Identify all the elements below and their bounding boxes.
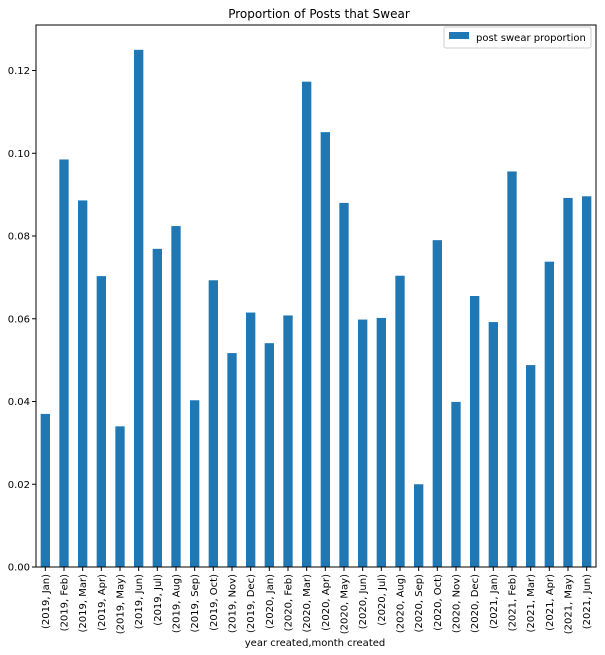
y-tick-label: 0.06 <box>8 314 30 325</box>
y-tick-label: 0.12 <box>8 66 30 77</box>
x-tick-label: (2021, Apr) <box>545 574 556 631</box>
bar <box>227 353 237 567</box>
x-tick-label: (2021, Jan) <box>489 574 500 629</box>
x-tick-label: (2020, Aug) <box>396 574 407 633</box>
bar <box>208 280 218 567</box>
x-tick-label: (2019, Dec) <box>246 574 257 633</box>
bar <box>59 159 69 567</box>
bar <box>152 248 162 567</box>
bar <box>544 261 554 567</box>
x-tick-label: (2021, Jun) <box>582 574 593 629</box>
bar <box>470 296 480 567</box>
x-tick-label: (2019, Mar) <box>78 574 89 633</box>
x-tick-label: (2020, Sep) <box>414 574 425 633</box>
x-tick-label: (2020, Apr) <box>321 574 332 631</box>
legend-box <box>443 26 592 49</box>
bar <box>115 426 125 567</box>
x-tick-label: (2019, Oct) <box>209 574 220 631</box>
legend: post swear proportion <box>443 26 592 49</box>
x-tick-label: (2019, Jul) <box>153 574 164 626</box>
bar <box>302 81 312 568</box>
x-tick-label: (2019, Apr) <box>97 574 108 631</box>
x-tick-label: (2020, Mar) <box>302 574 313 633</box>
y-axis: 0.00 0.02 0.04 0.06 0.08 0.10 0.12 <box>8 66 36 574</box>
bar <box>283 315 293 567</box>
x-tick-label: (2021, May) <box>564 574 575 634</box>
bar <box>488 322 498 567</box>
chart-title: Proportion of Posts that Swear <box>228 7 410 21</box>
plot-area <box>36 25 596 567</box>
bar <box>451 401 461 567</box>
bar <box>526 365 536 567</box>
y-tick-label: 0.02 <box>8 480 30 491</box>
bar <box>134 49 144 567</box>
bar <box>414 484 424 567</box>
plot-spines <box>35 24 597 568</box>
bar <box>358 319 368 567</box>
x-tick-label: (2021, Feb) <box>508 574 519 631</box>
y-tick-label: 0.00 <box>8 563 30 574</box>
bars-layer <box>40 49 592 568</box>
x-tick-label: (2019, Jun) <box>134 574 145 629</box>
bar <box>320 132 330 567</box>
plot-frame <box>35 24 597 568</box>
x-axis: (2019, Jan) (2019, Feb) (2019, Mar) (2019, … <box>41 567 593 634</box>
bar <box>507 171 517 567</box>
legend-label: post swear proportion <box>476 33 586 44</box>
bar <box>78 200 88 567</box>
x-tick-label: (2019, Sep) <box>190 574 201 633</box>
bar <box>246 312 256 567</box>
x-tick-label: (2019, Jan) <box>41 574 52 629</box>
bar <box>40 413 50 567</box>
bar <box>432 240 442 567</box>
y-tick-label: 0.10 <box>8 149 30 160</box>
x-tick-label: (2020, Feb) <box>284 574 295 631</box>
bar <box>395 275 405 567</box>
x-tick-label: (2019, Nov) <box>228 574 239 633</box>
x-tick-label: (2020, Jul) <box>377 574 388 626</box>
x-axis-label: year created,month created <box>245 638 385 649</box>
x-tick-label: (2020, Jun) <box>358 574 369 629</box>
bar <box>190 400 200 567</box>
x-tick-label: (2021, Mar) <box>526 574 537 633</box>
x-tick-label: (2019, Feb) <box>60 574 71 631</box>
bar <box>96 276 106 567</box>
bar <box>582 196 592 568</box>
legend-swatch <box>449 32 469 39</box>
x-tick-label: (2019, Aug) <box>172 574 183 633</box>
bar <box>563 197 573 567</box>
bar <box>339 202 349 567</box>
y-tick-label: 0.08 <box>8 232 30 243</box>
x-tick-label: (2020, Nov) <box>452 574 463 633</box>
bar <box>264 343 274 567</box>
bar <box>171 226 181 567</box>
x-tick-label: (2020, May) <box>340 574 351 634</box>
y-tick-label: 0.04 <box>8 397 30 408</box>
x-tick-label: (2019, May) <box>116 574 127 634</box>
bar <box>376 317 386 567</box>
x-tick-label: (2020, Oct) <box>433 574 444 631</box>
x-tick-label: (2020, Dec) <box>470 574 481 633</box>
x-tick-label: (2020, Jan) <box>265 574 276 629</box>
